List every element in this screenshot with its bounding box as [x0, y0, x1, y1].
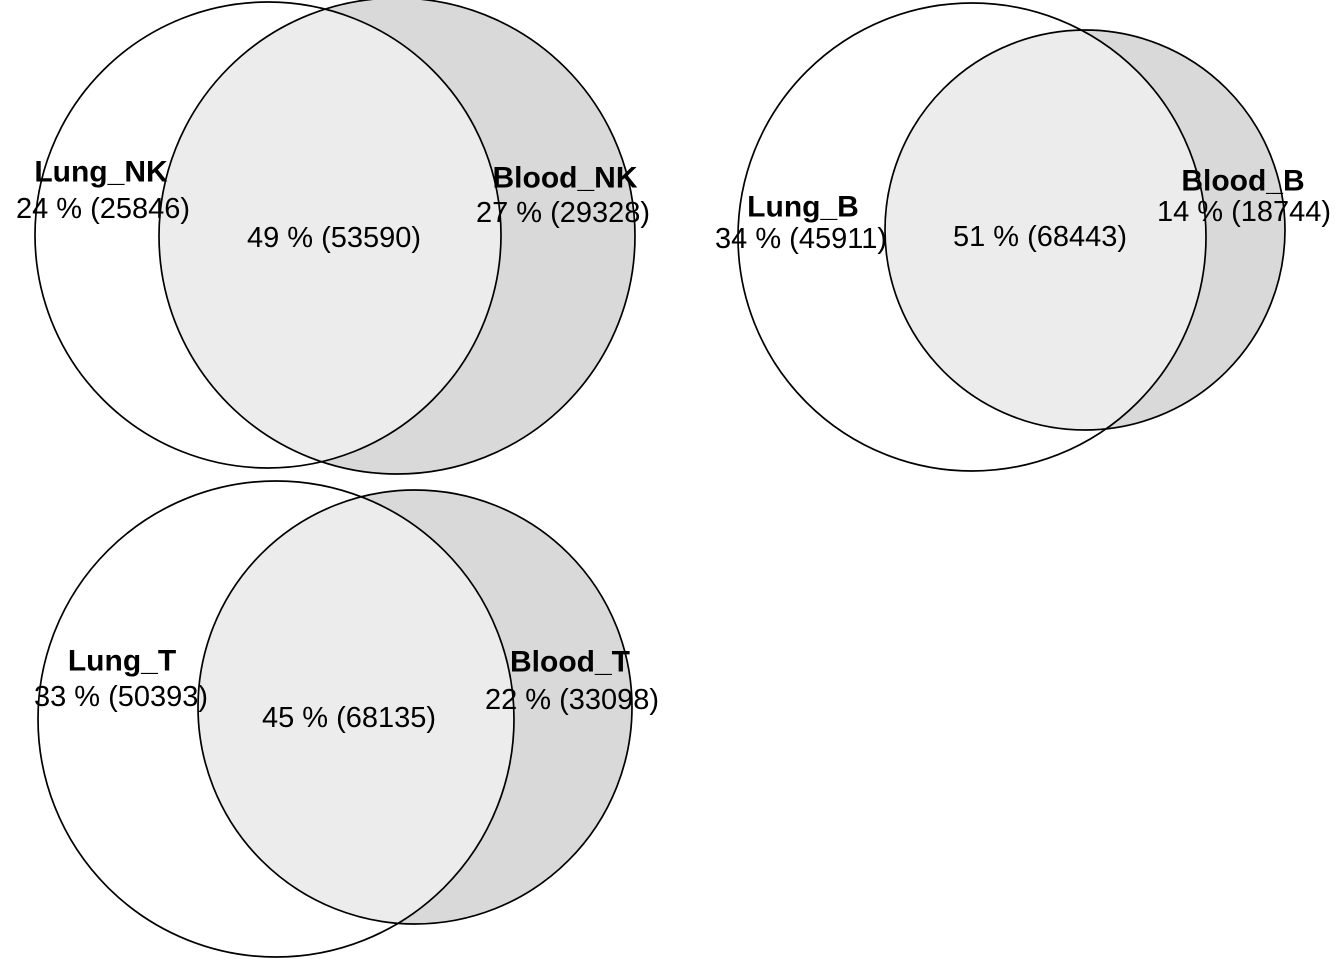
t-overlap-region [198, 490, 514, 924]
blood-nk-circle-outline [158, 0, 636, 475]
venn-panel-b [737, 2, 1286, 472]
blood-b-circle-outline [884, 29, 1286, 431]
venn-panel-nk [34, 0, 636, 475]
lung-nk-circle-outline [34, 1, 502, 469]
lung-b-circle-outline [737, 2, 1207, 472]
blood-t-circle-outline [197, 489, 633, 925]
venn-panel-t [37, 480, 633, 958]
nk-overlap-value: 49 % (53590) [246, 222, 422, 255]
lung-b-label: Lung_B [747, 190, 859, 224]
blood-t-label: Blood_T [510, 645, 630, 679]
blood-b-value: 14 % (18744) [1156, 196, 1332, 229]
lung-t-label: Lung_T [67, 644, 177, 678]
blood-t-value: 22 % (33098) [484, 684, 660, 717]
nk-overlap-region [159, 2, 501, 468]
lung-b-value: 34 % (45911) [715, 223, 887, 256]
lung-t-value: 33 % (50393) [33, 681, 209, 714]
lung-nk-label: Lung_NK [34, 155, 168, 189]
blood-nk-label: Blood_NK [492, 161, 638, 195]
lung-nk-value: 24 % (25846) [15, 193, 191, 226]
lung-t-circle-outline [37, 480, 515, 958]
blood-b-label: Blood_B [1181, 164, 1305, 198]
t-overlap-value: 45 % (68135) [261, 702, 437, 735]
blood-nk-value: 27 % (29328) [475, 197, 651, 230]
b-overlap-value: 51 % (68443) [952, 221, 1128, 254]
